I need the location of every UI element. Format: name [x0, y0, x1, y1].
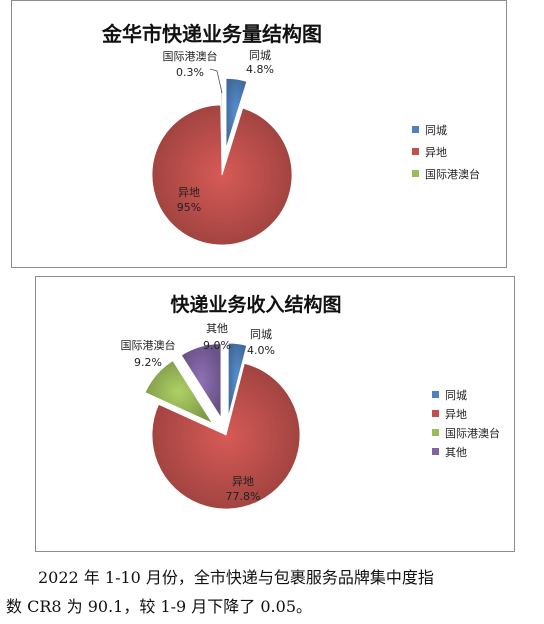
chart-1-legend-label-0: 同城 [425, 124, 447, 137]
chart-2-legend-swatch-1 [432, 410, 439, 417]
chart-2-label-value-3: 9.0% [203, 339, 231, 352]
chart-2-legend-swatch-2 [432, 429, 439, 436]
chart-1-legend-swatch-2 [412, 170, 419, 177]
chart-2-label-category-2: 国际港澳台 [121, 338, 176, 352]
summary-line-1: 2022 年 1-10 月份，全市快递与包裹服务品牌集中度指 [38, 568, 434, 587]
chart-1-legend-label-1: 异地 [425, 146, 447, 159]
chart-1-legend-label-2: 国际港澳台 [425, 167, 480, 181]
chart-2-svg: 快递业务收入结构图 同城 4.0% 异地 77.8% 国际港澳台 9.2% 其他 9.0% 同… [121, 293, 500, 510]
chart-1-container: 金华市快递业务量结构图 同城 4.8% 异地 95% 国际港澳台 0.3% 同城 异地 国际港… [11, 0, 507, 268]
chart-1-label-category-2: 国际港澳台 [163, 49, 218, 63]
chart-2-pie-slice-1 [151, 362, 301, 510]
chart-2-label-value-0: 4.0% [247, 344, 275, 357]
chart-1-label-value-0: 4.8% [246, 63, 274, 76]
chart-1-labels: 同城4.8% 异地 95% 国际港澳台 0.3% [163, 49, 274, 214]
chart-2-label-category-1: 异地 [232, 475, 254, 488]
chart-2-label-value-1: 77.8% [226, 490, 261, 503]
chart-2-pie-slice-2 [144, 360, 214, 425]
chart-2-pie-slice-0 [227, 342, 248, 418]
chart-2-label-category-0: 同城 [250, 328, 272, 341]
chart-2-pie-slice-3 [180, 343, 222, 420]
chart-1-legend-swatch-0 [412, 126, 419, 133]
chart-1-pie-slice-0 [225, 77, 248, 149]
chart-2-legend-label-0: 同城 [445, 389, 467, 402]
chart-2-legend-swatch-0 [432, 391, 439, 398]
summary-paragraph: 2022 年 1-10 月份，全市快递与包裹服务品牌集中度指 数 CR8 为 9… [6, 563, 540, 621]
chart-1-label-value-2: 0.3% [176, 66, 204, 79]
chart-1-label-category-0: 同城 [249, 49, 271, 62]
chart-1-pie [151, 77, 293, 246]
chart-1-pie-slice-1 [151, 104, 293, 246]
chart-1-legend-swatch-1 [412, 148, 419, 155]
chart-2-title: 快递业务收入结构图 [170, 293, 341, 316]
chart-1-label-category-1: 异地 [178, 186, 200, 199]
chart-2-legend-swatch-3 [432, 448, 439, 455]
chart-1-leader-line [209, 68, 223, 94]
chart-2-container: 快递业务收入结构图 同城 4.0% 异地 77.8% 国际港澳台 9.2% 其他 9.0% 同… [35, 276, 515, 552]
chart-2-label-category-3: 其他 [206, 322, 228, 335]
chart-2-legend-label-3: 其他 [445, 446, 467, 459]
summary-line-2: 数 CR8 为 90.1，较 1-9 月下降了 0.05。 [6, 597, 313, 616]
chart-1-title: 金华市快递业务量结构图 [101, 22, 322, 46]
chart-2-legend-label-1: 异地 [445, 408, 467, 421]
chart-2-label-value-2: 9.2% [134, 356, 162, 369]
chart-1-label-value-1: 95% [177, 201, 201, 214]
chart-2-legend-label-2: 国际港澳台 [445, 426, 500, 440]
chart-2-pie [144, 342, 301, 510]
chart-2-labels: 同城 4.0% 异地 77.8% 国际港澳台 9.2% 其他 9.0% [121, 322, 275, 503]
